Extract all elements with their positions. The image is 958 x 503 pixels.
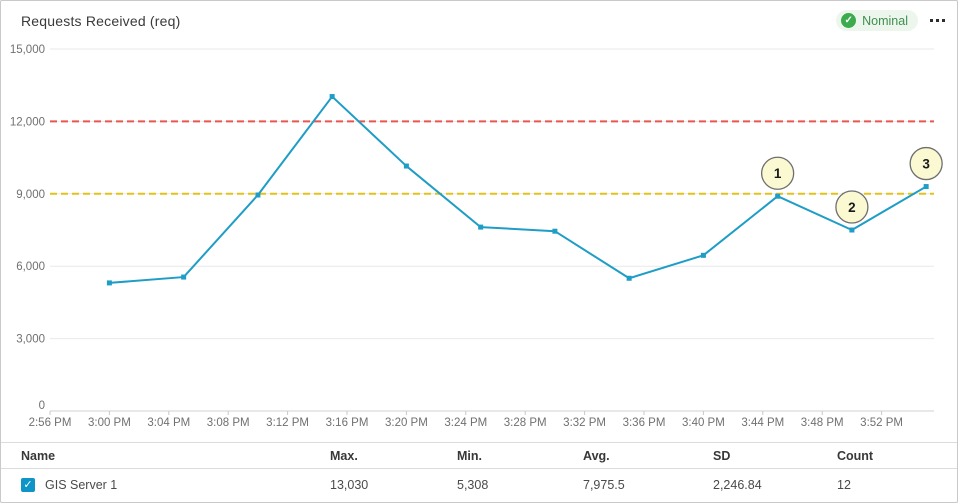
data-point-marker[interactable]	[626, 275, 632, 281]
x-axis-label: 3:44 PM	[741, 417, 784, 429]
x-axis-label: 3:20 PM	[385, 417, 428, 429]
value-avg: 7,975.5	[583, 478, 625, 492]
series-stats-table: Name Max. Min. Avg. SD Count ✓ GIS Serve…	[1, 442, 957, 501]
data-point-marker[interactable]	[106, 280, 112, 286]
card-header-actions: ✓ Nominal	[836, 10, 950, 31]
data-point-marker[interactable]	[478, 224, 484, 230]
annotation-label: 2	[848, 200, 856, 215]
value-max: 13,030	[330, 478, 369, 492]
column-header-min[interactable]: Min.	[457, 448, 482, 463]
y-axis-label: 9,000	[16, 189, 45, 201]
column-header-name[interactable]: Name	[21, 448, 56, 463]
x-axis-label: 3:16 PM	[326, 417, 369, 429]
column-header-sd[interactable]: SD	[713, 448, 731, 463]
annotation-label: 3	[922, 157, 930, 172]
data-point-marker[interactable]	[552, 228, 558, 234]
x-axis-label: 3:40 PM	[682, 417, 725, 429]
data-point-marker[interactable]	[181, 274, 187, 280]
y-axis-label: 0	[39, 400, 45, 412]
data-point-marker[interactable]	[255, 192, 261, 198]
data-point-marker[interactable]	[700, 252, 706, 258]
x-axis-label: 3:36 PM	[623, 417, 666, 429]
annotation-label: 1	[774, 166, 782, 181]
x-axis-label: 2:56 PM	[29, 417, 72, 429]
x-axis-label: 3:28 PM	[504, 417, 547, 429]
y-axis-label: 6,000	[16, 261, 45, 273]
series-name: GIS Server 1	[45, 478, 118, 492]
annotation-circle-1[interactable]	[761, 156, 795, 190]
check-circle-icon: ✓	[841, 13, 857, 28]
x-axis-label: 3:04 PM	[147, 417, 190, 429]
column-header-max[interactable]: Max.	[330, 448, 358, 463]
data-point-marker[interactable]	[923, 184, 929, 190]
column-header-count[interactable]: Count	[837, 448, 874, 463]
x-axis-label: 3:12 PM	[266, 417, 309, 429]
x-axis-label: 3:32 PM	[563, 417, 606, 429]
data-point-marker[interactable]	[849, 227, 855, 233]
table-header-row: Name Max. Min. Avg. SD Count	[1, 442, 957, 469]
annotation-circle-2[interactable]	[835, 190, 869, 224]
value-min: 5,308	[457, 478, 489, 492]
x-axis-label: 3:00 PM	[88, 417, 131, 429]
y-axis-label: 3,000	[16, 334, 45, 346]
y-axis-label: 15,000	[10, 44, 45, 56]
x-axis-label: 3:48 PM	[801, 417, 844, 429]
series-visibility-checkbox[interactable]: ✓	[21, 478, 35, 492]
status-badge: ✓ Nominal	[836, 10, 918, 31]
card-title: Requests Received (req)	[21, 13, 181, 29]
ellipsis-icon	[930, 19, 933, 22]
x-axis-label: 3:52 PM	[860, 417, 903, 429]
table-row: ✓ GIS Server 1 13,030 5,308 7,975.5 2,24…	[1, 469, 957, 501]
data-point-marker[interactable]	[775, 193, 781, 199]
column-header-avg[interactable]: Avg.	[583, 448, 610, 463]
status-badge-label: Nominal	[862, 13, 908, 28]
series-line	[109, 95, 927, 284]
options-menu-button[interactable]	[925, 11, 950, 30]
y-axis-label: 12,000	[10, 116, 45, 128]
data-point-marker[interactable]	[329, 94, 335, 100]
x-axis-label: 3:08 PM	[207, 417, 250, 429]
data-point-marker[interactable]	[403, 163, 409, 169]
annotation-circle-3[interactable]	[909, 146, 943, 181]
value-count: 12	[837, 478, 851, 492]
requests-chart[interactable]: 0 3,000 6,000 9,000 12,000 15,000 2:56 PM 3:00 …	[1, 1, 958, 439]
x-axis-label: 3:24 PM	[444, 417, 487, 429]
value-sd: 2,246.84	[713, 478, 762, 492]
